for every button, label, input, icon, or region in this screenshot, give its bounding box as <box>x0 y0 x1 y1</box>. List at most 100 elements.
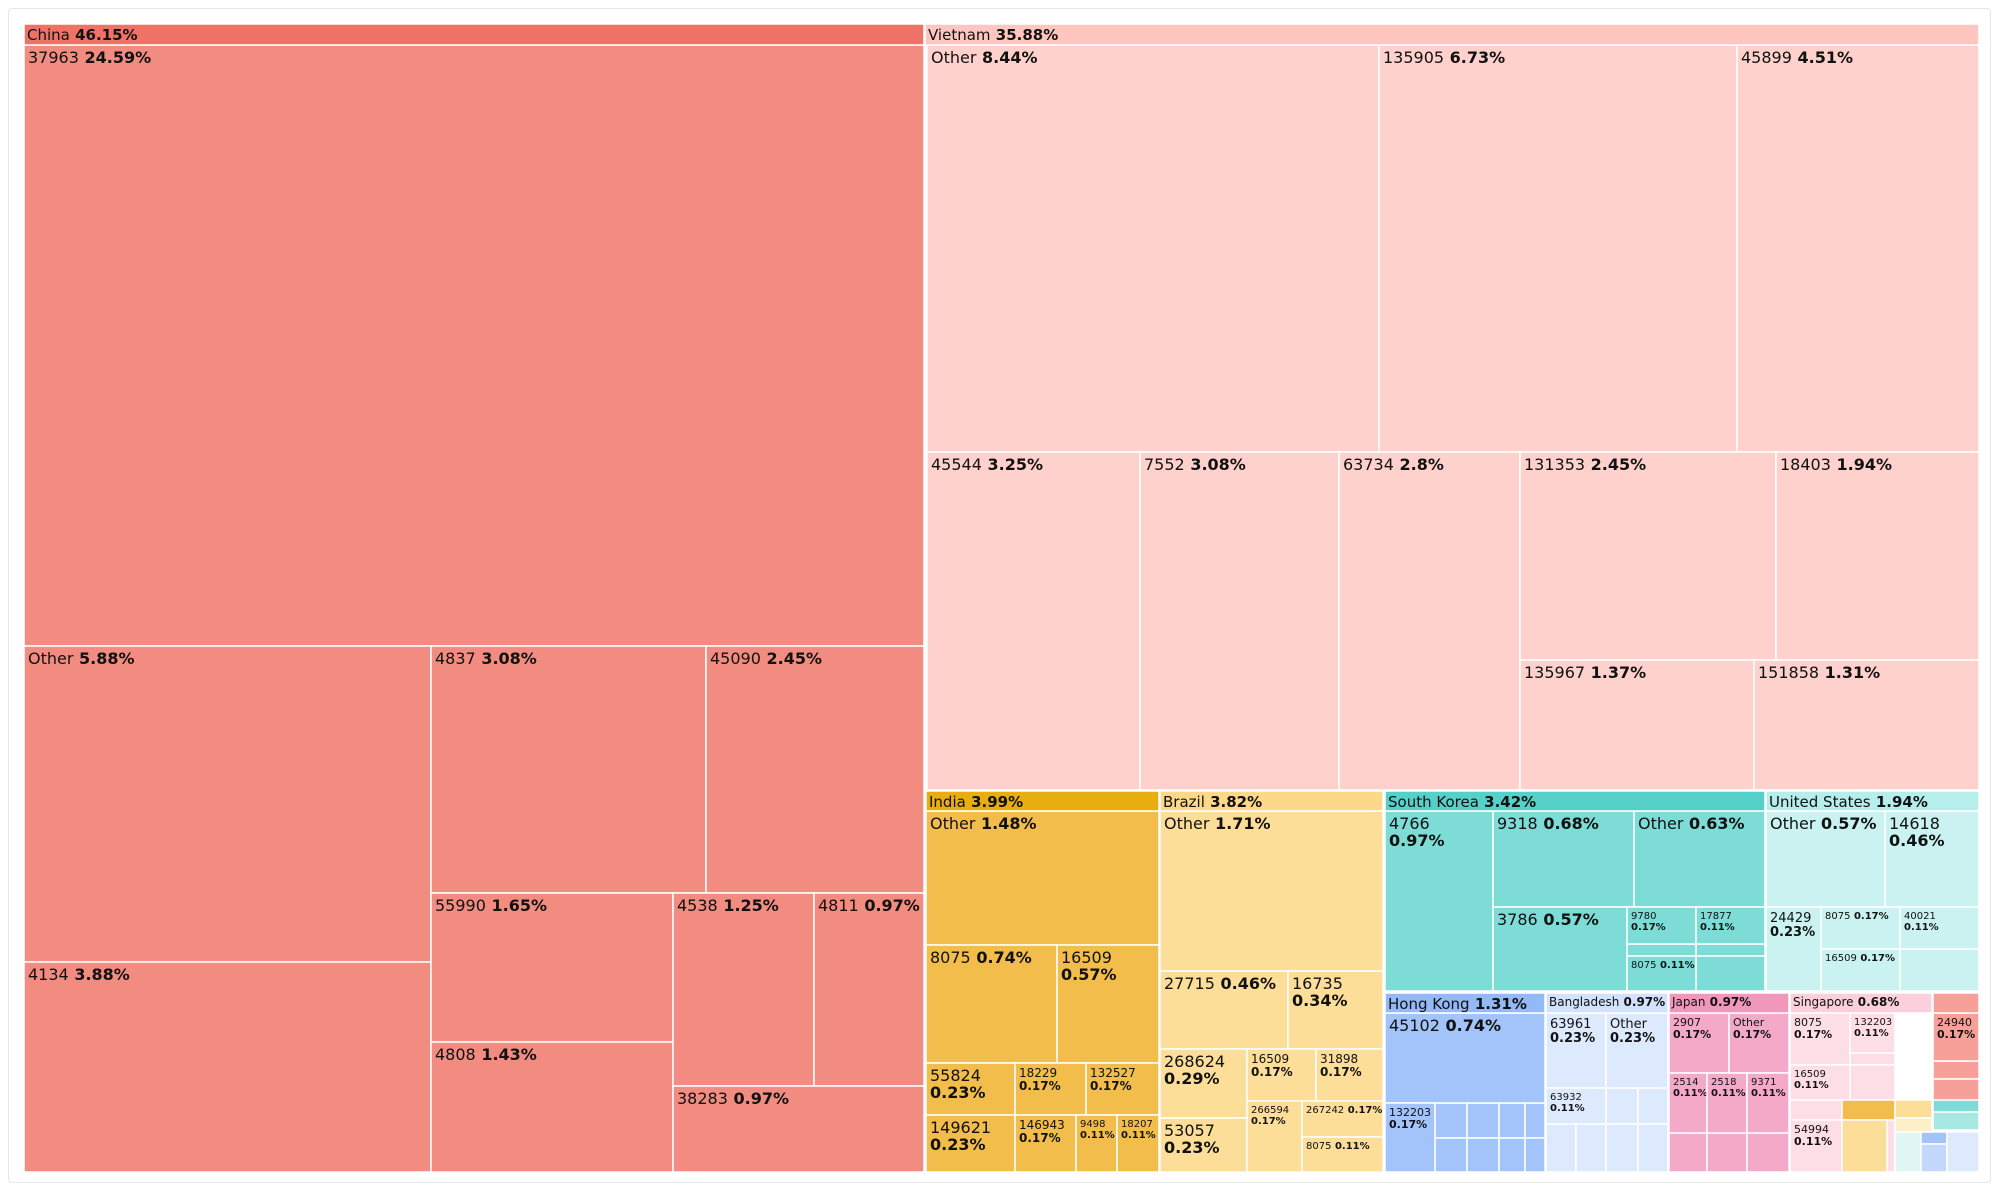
tile-south-korea-9780 <box>1626 906 1697 945</box>
tile-vietnam-18403 <box>1775 451 1980 661</box>
tile-japan-9371 <box>1746 1072 1790 1134</box>
tile-vietnam-135905 <box>1378 44 1738 453</box>
tile-india-149621 <box>925 1114 1016 1173</box>
group-header-singapore <box>1789 992 1933 1014</box>
tile-brazil-16735 <box>1287 970 1384 1050</box>
tile-vietnam-63734 <box>1338 451 1521 791</box>
tile-china-4811 <box>813 892 925 1087</box>
tile-label-south-korea-8075: 8075 0.11% <box>1631 960 1695 971</box>
tile-label-india-146943: 146943 0.17% <box>1019 1118 1065 1145</box>
tile-label-india-other: Other 1.48% <box>930 814 1037 833</box>
tile-label-india-149621: 149621 0.23% <box>930 1118 991 1154</box>
tile-label-south-korea-other: Other 0.63% <box>1638 814 1745 833</box>
tile-vietnam-other <box>926 44 1380 453</box>
tile-label-brazil-53057: 53057 0.23% <box>1164 1121 1220 1157</box>
tile-label-japan-other: Other 0.17% <box>1733 1016 1771 1041</box>
tile-bangladesh-filler-2 <box>1545 1123 1577 1173</box>
tile-corner-3 <box>1894 1117 1933 1133</box>
group-header-brazil <box>1159 790 1384 812</box>
tile-label-bangladesh-63961: 63961 0.23% <box>1550 1017 1595 1046</box>
tile-singapore-8075 <box>1789 1012 1851 1066</box>
tile-hong-kong-filler-1 <box>1466 1102 1500 1139</box>
group-label-hong-kong: Hong Kong 1.31% <box>1388 995 1527 1013</box>
tile-label-japan-2907: 2907 0.17% <box>1673 1016 1711 1041</box>
tile-corner-1 <box>1841 1119 1888 1173</box>
tile-label-group-24940: 24940 0.17% <box>1937 1016 1975 1041</box>
tile-japan-filler-2 <box>1746 1132 1790 1173</box>
tile-china-4837 <box>430 645 707 894</box>
tile-south-korea-17877 <box>1695 906 1766 945</box>
tile-group-filler-0 <box>1932 1060 1980 1080</box>
tile-brazil-266594 <box>1246 1100 1303 1173</box>
group-label-brazil: Brazil 3.82% <box>1163 793 1262 811</box>
tile-vietnam-7552 <box>1139 451 1340 791</box>
tile-label-india-18229: 18229 0.17% <box>1019 1066 1061 1093</box>
group-label-china: China 46.15% <box>27 26 138 44</box>
tile-label-south-korea-9318: 9318 0.68% <box>1497 814 1599 833</box>
tile-south-korea-8075 <box>1626 955 1697 992</box>
tile-japan-2907 <box>1668 1012 1730 1074</box>
tile-south-korea-3786 <box>1492 906 1628 992</box>
tile-label-brazil-16509: 16509 0.17% <box>1251 1052 1293 1079</box>
tile-singapore-filler-2 <box>1789 1099 1851 1121</box>
tile-china-4808 <box>430 1041 674 1173</box>
tile-singapore-132203 <box>1849 1012 1896 1054</box>
tile-south-korea-filler-0 <box>1695 943 1766 957</box>
tile-india-9498 <box>1075 1114 1118 1173</box>
tile-india-55824 <box>925 1062 1016 1116</box>
tile-japan-2518 <box>1706 1072 1748 1134</box>
tile-label-south-korea-3786: 3786 0.57% <box>1497 910 1599 929</box>
tile-label-bangladesh-63932: 63932 0.11% <box>1550 1092 1585 1114</box>
tile-united-states-16509 <box>1820 948 1901 992</box>
tile-label-united-states-24429: 24429 0.23% <box>1770 911 1815 940</box>
group-header-japan <box>1668 992 1790 1014</box>
tile-label-brazil-16735: 16735 0.34% <box>1292 974 1348 1010</box>
tile-label-hong-kong-45102: 45102 0.74% <box>1389 1016 1501 1035</box>
tile-label-vietnam-7552: 7552 3.08% <box>1144 455 1246 474</box>
tile-corner-6 <box>1894 1131 1922 1173</box>
group-header-group <box>1932 992 1980 1014</box>
tile-label-brazil-268624: 268624 0.29% <box>1164 1052 1225 1088</box>
tile-hong-kong-filler-6 <box>1498 1137 1526 1173</box>
tile-japan-2514 <box>1668 1072 1708 1134</box>
tile-label-singapore-132203: 132203 0.11% <box>1854 1017 1892 1039</box>
tile-label-brazil-267242: 267242 0.17% <box>1306 1105 1382 1116</box>
tile-bangladesh-filler-4 <box>1605 1123 1639 1173</box>
group-header-south-korea <box>1384 790 1766 812</box>
tile-india-146943 <box>1014 1114 1077 1173</box>
group-header-hong-kong <box>1384 992 1546 1014</box>
tile-label-singapore-16509: 16509 0.11% <box>1794 1069 1829 1091</box>
tile-label-china-4808: 4808 1.43% <box>435 1045 537 1064</box>
tile-corner-9 <box>1946 1131 1980 1173</box>
tile-china-4134 <box>23 961 432 1173</box>
tile-japan-filler-0 <box>1668 1132 1708 1173</box>
tile-label-vietnam-18403: 18403 1.94% <box>1780 455 1892 474</box>
tile-vietnam-135967 <box>1519 659 1755 791</box>
tile-brazil-8075 <box>1301 1136 1384 1173</box>
group-label-bangladesh: Bangladesh 0.97% <box>1549 995 1665 1009</box>
tile-label-vietnam-45544: 45544 3.25% <box>931 455 1043 474</box>
tile-label-united-states-14618: 14618 0.46% <box>1889 814 1945 850</box>
tile-singapore-54994 <box>1789 1119 1843 1173</box>
tile-corner-8 <box>1920 1143 1948 1173</box>
tile-brazil-16509 <box>1246 1048 1317 1102</box>
tile-china-45090 <box>705 645 925 894</box>
tile-label-united-states-8075: 8075 0.17% <box>1825 911 1889 922</box>
tile-label-india-16509: 16509 0.57% <box>1061 948 1117 984</box>
group-label-vietnam: Vietnam 35.88% <box>928 26 1058 44</box>
tile-brazil-53057 <box>1159 1117 1248 1173</box>
tile-united-states-filler-0 <box>1899 948 1980 992</box>
tile-corner-7 <box>1920 1131 1948 1145</box>
tile-hong-kong-filler-5 <box>1466 1137 1500 1173</box>
group-header-china <box>23 23 925 46</box>
tile-hong-kong-filler-0 <box>1434 1102 1468 1139</box>
tile-label-china-45090: 45090 2.45% <box>710 649 822 668</box>
tile-bangladesh-filler-0 <box>1605 1087 1639 1125</box>
tile-hong-kong-filler-7 <box>1524 1137 1546 1173</box>
tile-label-brazil-27715: 27715 0.46% <box>1164 974 1276 993</box>
tile-india-other <box>925 810 1160 946</box>
tile-label-china-4811: 4811 0.97% <box>818 896 920 915</box>
group-label-japan: Japan 0.97% <box>1671 995 1751 1009</box>
tile-united-states-40021 <box>1899 906 1980 950</box>
